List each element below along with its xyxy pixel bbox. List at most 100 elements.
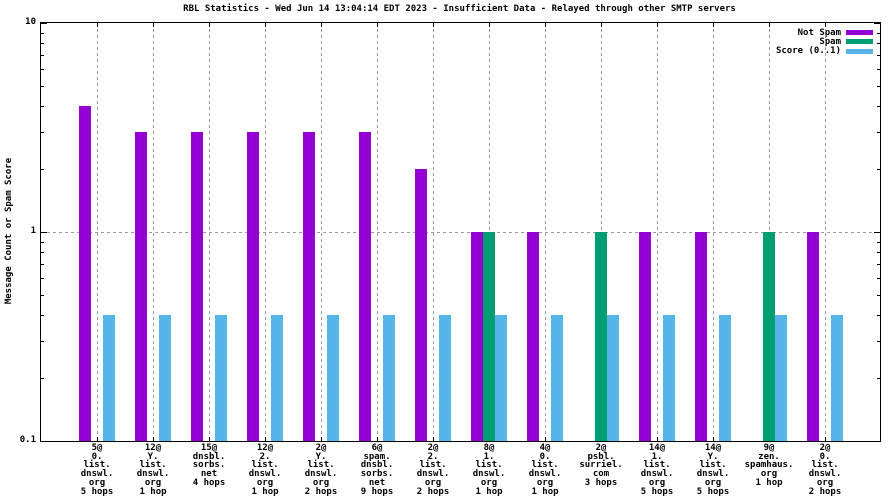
y-minor-tick [41, 69, 44, 71]
y-minor-tick [877, 55, 880, 57]
x-category-label-line: org [760, 469, 778, 480]
y-major-tick [874, 441, 880, 442]
bar-not-spam [303, 132, 315, 441]
x-category-label-line: 15@ [200, 443, 218, 453]
x-category-label-line: 5 hops [640, 486, 674, 497]
legend-label: Not Spam [797, 27, 841, 38]
x-category-label-line: list. [307, 460, 335, 471]
x-category-label-line: 1 hop [755, 477, 783, 488]
x-category-label-line: 6@ [371, 443, 383, 453]
x-category-label-line: org [536, 477, 554, 488]
bar-score-0-1 [159, 315, 171, 441]
x-category-label-line: list. [699, 460, 727, 471]
legend-label: Spam [819, 36, 841, 47]
x-category-label-line: list. [83, 460, 111, 471]
bar-score-0-1 [103, 315, 115, 441]
bar-spam [483, 232, 495, 441]
x-category-label-line: dnswl. [696, 469, 730, 480]
y-minor-tick [41, 85, 44, 87]
bar-not-spam [695, 232, 707, 441]
y-minor-tick [877, 69, 880, 71]
y-minor-tick [877, 241, 880, 243]
x-category-label-line: 1 hop [475, 486, 503, 497]
x-tick [377, 437, 378, 441]
x-category-label-line: org [424, 477, 442, 488]
x-tick [97, 437, 98, 441]
x-category-label: 8@ 1. list. dnswl. org 1 hop [461, 444, 517, 496]
x-category-label-line: net [368, 477, 386, 488]
x-category-label-line: dnsbl. [192, 451, 226, 462]
bar-not-spam [527, 232, 539, 441]
bar-score-0-1 [327, 315, 339, 441]
y-major-tick [41, 232, 47, 233]
x-category-label-line: dnswl. [80, 469, 114, 480]
y-major-tick [874, 232, 880, 233]
x-tick [377, 23, 378, 27]
bar-not-spam [247, 132, 259, 441]
x-tick [713, 437, 714, 441]
x-category-label-line: 14@ [648, 443, 666, 453]
y-minor-tick [877, 315, 880, 317]
x-tick [265, 437, 266, 441]
x-category-label-line: list. [531, 460, 559, 471]
bar-score-0-1 [383, 315, 395, 441]
x-category-label-line: 14@ [704, 443, 722, 453]
y-minor-tick [41, 241, 44, 243]
x-tick [769, 23, 770, 27]
x-category-label-line: spam. [363, 451, 391, 462]
x-category-label: 15@ dnsbl. sorbs. net 4 hops [181, 444, 237, 488]
x-category-label-line: net [200, 469, 218, 480]
y-tick-label: 10 [25, 17, 36, 27]
x-tick [321, 23, 322, 27]
x-category-label-line: org [144, 477, 162, 488]
y-minor-tick [877, 106, 880, 108]
x-tick [97, 23, 98, 27]
bar-score-0-1 [271, 315, 283, 441]
x-category-label-line: list. [251, 460, 279, 471]
x-category-label-line: 2@ [427, 443, 439, 453]
y-minor-tick [41, 315, 44, 317]
x-category-label: 12@ Y. list. dnswl. org 1 hop [125, 444, 181, 496]
x-category-label-line: list. [811, 460, 839, 471]
x-category-label-line: sorbs. [192, 460, 226, 471]
x-category-label-line: 4 hops [192, 477, 226, 488]
bar-not-spam [79, 106, 91, 441]
y-minor-tick [41, 378, 44, 380]
bar-score-0-1 [719, 315, 731, 441]
x-tick [433, 437, 434, 441]
y-minor-tick [41, 252, 44, 254]
x-category-label-line: 2@ [595, 443, 607, 453]
bar-spam [763, 232, 775, 441]
bar-not-spam [359, 132, 371, 441]
bar-not-spam [191, 132, 203, 441]
bar-score-0-1 [215, 315, 227, 441]
chart-title: RBL Statistics - Wed Jun 14 13:04:14 EDT… [183, 4, 736, 14]
x-category-label-line: dnswl. [528, 469, 562, 480]
y-major-tick [41, 441, 47, 442]
y-minor-tick [877, 294, 880, 296]
bar-not-spam [135, 132, 147, 441]
x-category-label: 2@ Y. list. dnswl. org 2 hops [293, 444, 349, 496]
y-minor-tick [877, 252, 880, 254]
legend-label: Score (0..1) [775, 46, 841, 57]
x-category-label-line: 1 hop [251, 486, 279, 497]
x-category-label-line: list. [643, 460, 671, 471]
x-category-label-line: 0. [539, 451, 551, 462]
y-minor-tick [41, 55, 44, 57]
y-minor-tick [877, 341, 880, 343]
x-tick [209, 23, 210, 27]
legend: Not Spam Spam Score (0..1) [776, 28, 873, 56]
x-category-label-line: org [312, 477, 330, 488]
x-category-label: 9@ zen. spamhaus. org 1 hop [741, 444, 797, 488]
y-minor-tick [41, 43, 44, 45]
x-category-label-line: 1 hop [531, 486, 559, 497]
x-category-label-line: 0. [819, 451, 831, 462]
y-minor-tick [41, 278, 44, 280]
x-category-label-line: 2 hops [808, 486, 842, 497]
x-category-label-line: org [816, 477, 834, 488]
x-tick [545, 23, 546, 27]
y-minor-tick [41, 132, 44, 134]
x-tick [825, 437, 826, 441]
y-minor-tick [877, 169, 880, 171]
y-major-tick [41, 23, 47, 24]
